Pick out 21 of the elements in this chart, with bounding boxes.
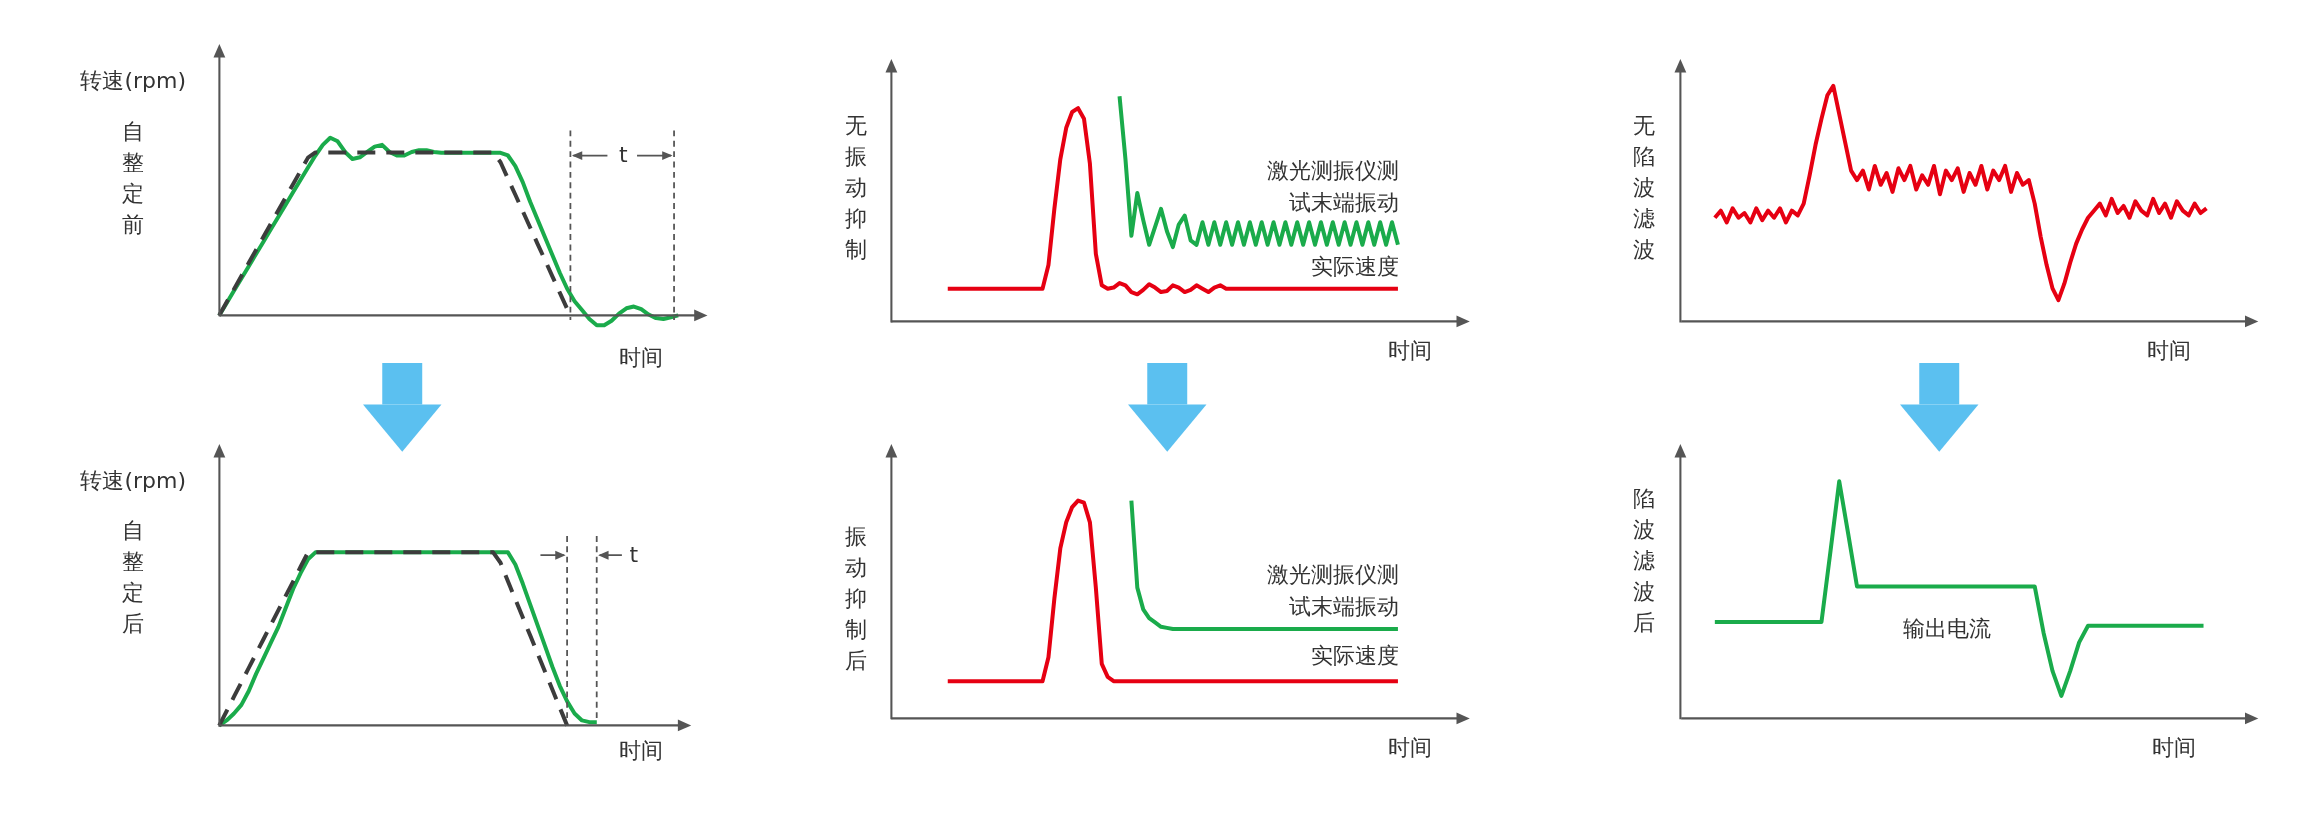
text: 振动抑制后 <box>844 523 867 676</box>
text: 无振动抑制 <box>844 111 867 264</box>
x-axis-title: 时间 <box>2151 734 2196 761</box>
text: 自整定后 <box>122 517 145 639</box>
series-label: 输出电流 <box>1903 615 1992 644</box>
text: 无陷波滤波 <box>1632 111 1655 264</box>
y-axis-title: 转速(rpm) <box>80 68 187 95</box>
annotation: t <box>629 542 639 569</box>
series-label: 激光测振仪测试末端振动 <box>1266 560 1400 621</box>
y-axis-title: 转速(rpm) <box>80 468 187 495</box>
x-axis-title: 时间 <box>2147 337 2192 364</box>
annotation: t <box>619 142 628 169</box>
x-axis-title: 时间 <box>619 737 664 764</box>
series-label: 激光测振仪测试末端振动 <box>1266 156 1400 217</box>
text: 陷波滤波后 <box>1632 484 1655 637</box>
x-axis-title: 时间 <box>1387 337 1432 364</box>
x-axis-title: 时间 <box>619 345 664 372</box>
series-label: 实际速度 <box>1311 642 1400 670</box>
text: 自整定前 <box>122 117 145 239</box>
x-axis-title: 时间 <box>1387 734 1432 761</box>
series-label: 实际速度 <box>1311 252 1400 281</box>
